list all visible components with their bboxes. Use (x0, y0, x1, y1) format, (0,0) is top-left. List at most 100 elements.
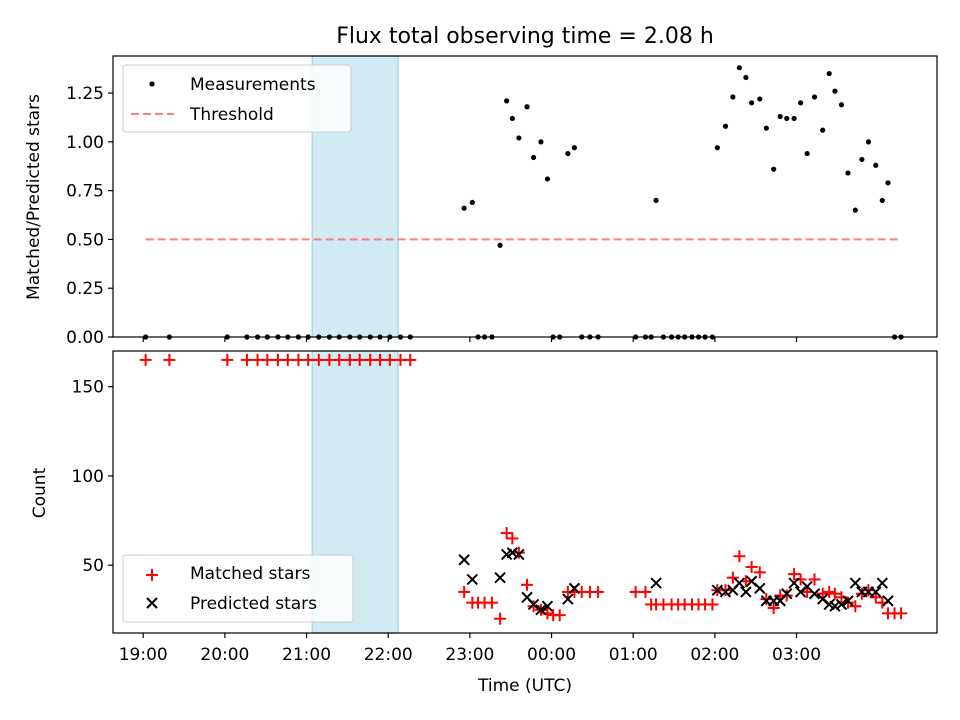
measurement-point (571, 145, 578, 151)
measurement-point (516, 135, 522, 141)
predicted-marker-b (458, 554, 470, 566)
measurement-point (885, 180, 891, 186)
matched-star-point (500, 527, 513, 540)
predicted-marker-b (513, 548, 525, 561)
measurement-point (826, 70, 832, 77)
matched-star-point (458, 585, 471, 598)
matched-star-point (312, 353, 325, 366)
predicted-marker-b (527, 598, 540, 611)
legend-matched-marker (146, 569, 158, 581)
measurement-point (804, 150, 810, 157)
measurement-point (530, 154, 537, 161)
matched-star-point (485, 596, 498, 609)
measurement-point (777, 113, 783, 120)
measurement-point (820, 127, 826, 133)
predicted-star-point (733, 577, 746, 589)
measurement-point (757, 96, 763, 102)
x-axis-label: Time (UTC) (477, 676, 572, 696)
matched-star-point (261, 353, 274, 366)
measurement-point (497, 242, 503, 248)
predicted-marker-b (568, 582, 581, 595)
predicted-star-point (535, 604, 547, 616)
measurement-point (832, 88, 838, 94)
matched-star-point (404, 353, 417, 366)
top-y-tick-label: 0.00 (66, 328, 104, 348)
matched-star-point (383, 353, 396, 366)
predicted-marker-b (842, 595, 854, 607)
predicted-star-point (842, 595, 854, 607)
measurement-point (865, 139, 872, 145)
predicted-marker-b (835, 598, 848, 611)
predicted-marker-b (829, 600, 841, 612)
top-y-tick-label: 0.75 (66, 182, 104, 202)
legend-measurement-marker (149, 81, 155, 87)
measurement-point (538, 139, 544, 145)
predicted-marker-b (882, 595, 894, 607)
legend-predicted-label: Predicted stars (190, 594, 317, 614)
measurement-point (461, 205, 467, 211)
measurement-point (852, 207, 858, 213)
predicted-star-point (527, 598, 540, 611)
bottom-y-tick-label: 100 (72, 467, 104, 487)
predicted-star-point (494, 571, 506, 584)
chart-title: Flux total observing time = 2.08 h (336, 24, 714, 49)
measurement-point (771, 166, 777, 172)
matched-star-point (521, 578, 534, 591)
predicted-marker-b (541, 600, 554, 612)
measurement-point (714, 145, 720, 151)
predicted-marker-b (535, 604, 547, 616)
predicted-star-point (781, 588, 793, 600)
predicted-marker-b (823, 598, 835, 611)
matched-star-point (553, 609, 566, 622)
predicted-star-point (849, 577, 862, 589)
predicted-marker-b (808, 588, 821, 600)
predicted-star-point (829, 600, 841, 612)
predicted-marker-b (494, 571, 506, 584)
top-legend-box (122, 64, 352, 133)
predicted-star-point (513, 548, 525, 561)
matched-star-point (808, 573, 821, 586)
top-legend: Measurements Threshold (122, 64, 352, 133)
predicted-star-point (808, 588, 821, 600)
matched-star-points (139, 353, 908, 625)
bottom-y-ticks: 50 100 150 (72, 378, 113, 576)
measurement-point (811, 94, 818, 100)
matched-star-point (639, 585, 652, 598)
measurement-point (509, 115, 515, 122)
matched-star-point (767, 602, 780, 615)
predicted-star-point (466, 573, 479, 586)
predicted-star-point (458, 554, 470, 566)
matched-star-point (592, 585, 605, 598)
measurement-point (879, 197, 885, 204)
measurement-point (784, 115, 790, 122)
bottom-legend-box (122, 554, 354, 623)
bottom-y-axis-label: Count (30, 467, 50, 518)
matched-star-point (733, 550, 746, 563)
matched-star-point (788, 568, 801, 581)
measurement-point (743, 74, 749, 81)
measurement-point (873, 162, 879, 168)
matched-star-point (895, 607, 908, 620)
predicted-star-point (506, 546, 519, 559)
measurement-point (749, 100, 755, 106)
predicted-star-point (788, 577, 800, 589)
predicted-star-point (740, 586, 752, 598)
predicted-marker-b (781, 588, 793, 600)
matched-star-point (333, 353, 346, 366)
top-y-ticks: 0.00 0.25 0.50 0.75 1.00 1.25 (66, 84, 113, 348)
matched-star-point (719, 584, 732, 597)
measurement-points (143, 65, 904, 340)
predicted-star-point (882, 595, 894, 607)
x-tick-label: 19:00 (119, 645, 168, 665)
predicted-marker-b (740, 586, 752, 598)
matched-star-point (760, 593, 773, 606)
x-tick-label: 00:00 (527, 645, 576, 665)
matched-star-point (849, 600, 862, 613)
matched-star-point (302, 353, 315, 366)
measurement-point (504, 98, 510, 104)
x-tick-label: 22:00 (364, 645, 413, 665)
matched-star-point (353, 353, 366, 366)
predicted-marker-b (466, 573, 479, 586)
predicted-star-point (835, 598, 848, 611)
